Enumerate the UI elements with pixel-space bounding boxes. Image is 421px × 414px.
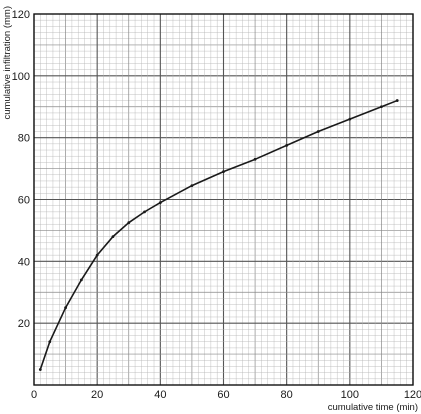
data-point: [64, 306, 67, 310]
data-point: [38, 368, 42, 371]
x-tick-label: 100: [341, 389, 359, 401]
data-point: [48, 340, 52, 344]
data-point: [316, 130, 320, 133]
data-point: [127, 221, 131, 225]
data-point: [395, 99, 399, 102]
data-points: [38, 99, 399, 371]
chart-grid: [33, 13, 414, 386]
data-point: [253, 157, 257, 161]
y-tick-label: 60: [18, 195, 30, 207]
x-tick-label: 20: [91, 389, 103, 401]
data-point: [380, 105, 383, 109]
x-tick-label: 0: [31, 389, 37, 401]
data-point: [95, 253, 99, 257]
data-point: [143, 210, 146, 214]
y-tick-label: 20: [18, 318, 30, 330]
y-tick-label: 80: [18, 133, 30, 145]
data-point: [79, 278, 83, 282]
y-tick-label: 100: [12, 71, 30, 83]
x-axis-label: cumulative time (min): [328, 402, 418, 413]
x-tick-label: 80: [281, 389, 293, 401]
x-tick-label: 40: [154, 389, 166, 401]
data-point: [222, 170, 225, 174]
y-axis-label: cumulative infiltration (mm): [2, 6, 13, 120]
data-point: [158, 201, 162, 204]
y-tick-labels: 20 40 60 80 100 120: [12, 9, 30, 330]
x-tick-labels: 0 20 40 60 80 100 120: [31, 389, 421, 401]
data-point: [111, 235, 115, 239]
data-point: [285, 143, 289, 147]
x-tick-label: 60: [217, 389, 229, 401]
data-point: [348, 117, 352, 121]
y-tick-label: 120: [12, 9, 30, 21]
y-tick-label: 40: [18, 256, 30, 268]
x-tick-label: 120: [404, 389, 421, 401]
plot-frame: [33, 13, 414, 386]
data-point: [190, 184, 194, 187]
